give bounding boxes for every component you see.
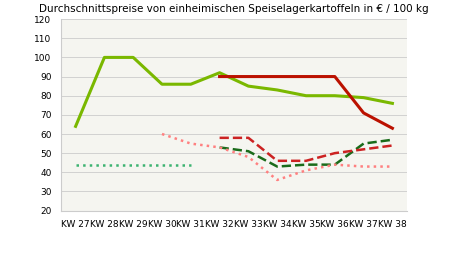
- Title: Durchschnittspreise von einheimischen Speiselagerkartoffeln in € / 100 kg: Durchschnittspreise von einheimischen Sp…: [39, 4, 429, 14]
